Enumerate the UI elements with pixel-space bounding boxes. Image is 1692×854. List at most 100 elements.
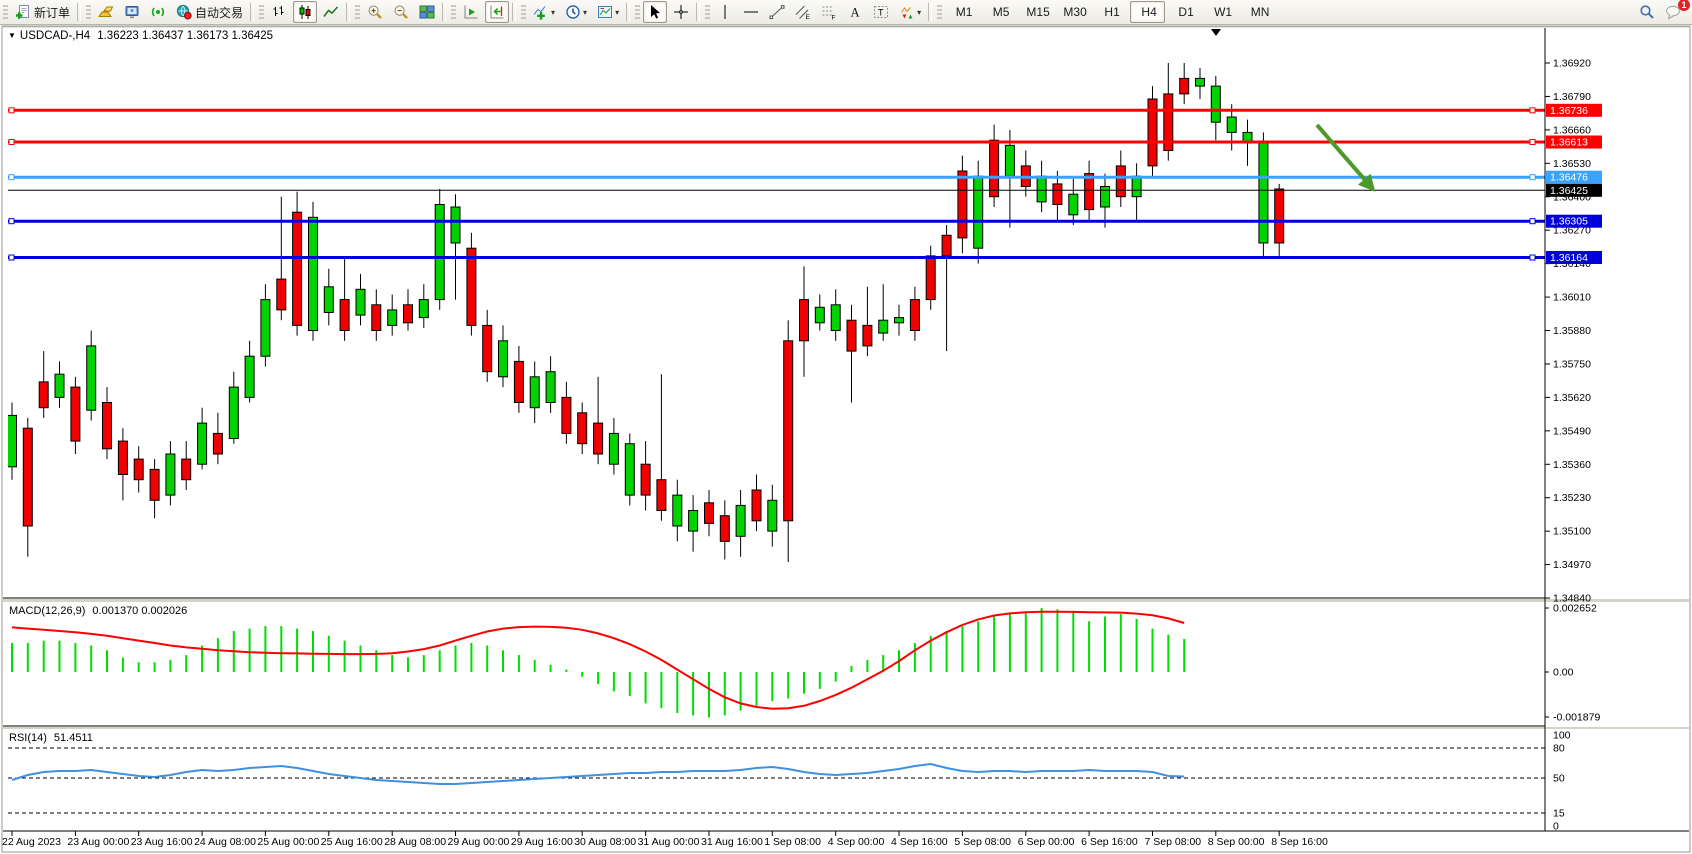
support-line-1-handle[interactable]: [8, 218, 15, 225]
support-line-2-price-badge-text: 1.36164: [1550, 252, 1588, 264]
equidistant-channel-button[interactable]: E: [791, 1, 815, 23]
timeframe-m1[interactable]: M1: [945, 1, 980, 23]
macd-indicator-label: MACD(12,26,9) 0.001370 0.002026: [9, 605, 187, 617]
level-line-light-blue-handle[interactable]: [1529, 174, 1536, 181]
timeframe-m5-label: M5: [992, 5, 1010, 19]
candlestick-chart-button[interactable]: [293, 1, 318, 23]
chart-title: ▼ USDCAD-,H4 1.36223 1.36437 1.36173 1.364…: [8, 30, 273, 42]
charts-button[interactable]: [94, 1, 118, 23]
text-button[interactable]: A: [843, 1, 867, 23]
new-order-button[interactable]: 新订单: [11, 1, 74, 23]
resistance-line-1-handle[interactable]: [1529, 107, 1536, 114]
support-line-2-handle[interactable]: [1529, 254, 1536, 261]
chart-shift-button[interactable]: [485, 1, 510, 23]
bar-chart-button[interactable]: [267, 1, 291, 23]
level-line-light-blue-price-badge-text: 1.36476: [1550, 172, 1588, 184]
candle-body: [545, 371, 556, 404]
templates-button[interactable]: ▾: [593, 1, 623, 23]
notifications-button[interactable]: [1661, 1, 1685, 23]
date-tick-label: 7 Sep 08:00: [1145, 836, 1202, 848]
search-button[interactable]: [1635, 1, 1659, 23]
trendline-button[interactable]: [765, 1, 789, 23]
vertical-line-button[interactable]: [713, 1, 737, 23]
resistance-line-1-handle[interactable]: [8, 107, 15, 114]
arrows-button[interactable]: ▾: [895, 1, 925, 23]
toolbar-drag-handle: [86, 5, 92, 19]
price-tick-label: 1.34840: [1553, 593, 1591, 605]
candle-body: [624, 443, 635, 496]
candle-body: [1195, 77, 1205, 87]
price-tick-label: 1.35490: [1553, 425, 1591, 437]
timeframe-m15[interactable]: M15: [1019, 1, 1054, 23]
candle-body: [1004, 144, 1015, 177]
toolbar-separator: [626, 3, 631, 21]
timeframe-d1[interactable]: D1: [1167, 1, 1202, 23]
auto-scroll-button[interactable]: [459, 1, 483, 23]
candle-body: [989, 139, 1000, 198]
timeframe-w1[interactable]: W1: [1204, 1, 1239, 23]
crosshair-button[interactable]: [669, 1, 693, 23]
data-window-button[interactable]: [120, 1, 144, 23]
resistance-line-2-price-badge-text: 1.36613: [1550, 137, 1588, 149]
cursor-button[interactable]: [643, 1, 668, 23]
trend-arrow-object[interactable]: [1315, 123, 1376, 192]
vertical-line-icon: [717, 4, 733, 20]
templates-button-dropdown-icon[interactable]: ▾: [615, 7, 620, 17]
candle-body: [450, 206, 461, 244]
data-window-icon: [124, 4, 140, 20]
timeframe-h1[interactable]: H1: [1093, 1, 1128, 23]
candle-body: [561, 396, 572, 434]
candle-body: [466, 247, 477, 326]
timeframe-m5[interactable]: M5: [982, 1, 1017, 23]
resistance-line-2-handle[interactable]: [1529, 139, 1536, 145]
candle-body: [434, 204, 445, 301]
rsi-line: [11, 762, 1185, 785]
candle-body: [133, 458, 144, 481]
toolbar-separator: [696, 3, 701, 21]
rsi-layer: [8, 747, 1545, 814]
date-tick-label: 4 Sep 16:00: [891, 836, 948, 848]
support-line-1-handle[interactable]: [1529, 218, 1536, 225]
toolbar-separator: [928, 3, 933, 21]
timeframe-h1-label: H1: [1104, 5, 1120, 19]
panel-splitter-macd[interactable]: [3, 599, 1689, 602]
date-tick-label: 22 Aug 2023: [2, 836, 61, 848]
support-line-2-handle[interactable]: [8, 254, 15, 261]
line-chart-button[interactable]: [319, 1, 343, 23]
timeframe-mn[interactable]: MN: [1241, 1, 1276, 23]
candle-body: [577, 412, 588, 445]
level-line-light-blue-price-badge: [1546, 170, 1602, 184]
cursor-icon: [647, 4, 663, 20]
timeframe-w1-label: W1: [1214, 5, 1233, 19]
timeframe-h4[interactable]: H4: [1130, 1, 1166, 23]
indicators-button[interactable]: ▾: [529, 1, 559, 23]
date-tick-label: 31 Aug 16:00: [701, 836, 763, 848]
fibonacci-button[interactable]: F: [817, 1, 841, 23]
periods-button[interactable]: ▾: [561, 1, 591, 23]
zoom-out-button[interactable]: [389, 1, 413, 23]
chart-window: 1.36920 1.36790 1.36660 1.36530 1.36400 1.362…: [0, 25, 1692, 854]
rsi-indicator-label: RSI(14) 51.4511: [9, 732, 93, 744]
charts-icon: [98, 4, 114, 20]
panel-splitter-rsi[interactable]: [3, 727, 1689, 729]
rsi-name: RSI(14): [9, 732, 47, 744]
notification-badge: 1: [1678, 0, 1690, 11]
chart-shift-marker[interactable]: [1211, 29, 1221, 36]
arrows-button-dropdown-icon[interactable]: ▾: [917, 7, 922, 17]
chart-ohlc-values: 1.36223 1.36437 1.36173 1.36425: [97, 30, 274, 42]
toolbar-drag-handle: [937, 5, 943, 19]
signals-button[interactable]: [146, 1, 170, 23]
autotrade-button[interactable]: 自动交易: [172, 1, 247, 23]
horizontal-line-button[interactable]: [739, 1, 763, 23]
resistance-line-2-handle[interactable]: [8, 139, 15, 145]
zoom-in-button[interactable]: [363, 1, 387, 23]
indicators-button-dropdown-icon[interactable]: ▾: [551, 7, 556, 17]
tile-windows-button[interactable]: [415, 1, 439, 23]
symbol-dropdown-icon[interactable]: ▼: [8, 31, 16, 40]
level-line-light-blue-handle[interactable]: [8, 174, 15, 181]
text-label-button[interactable]: T: [869, 1, 893, 23]
toolbar-drag-handle: [635, 5, 641, 19]
timeframe-m30[interactable]: M30: [1056, 1, 1091, 23]
periods-button-dropdown-icon[interactable]: ▾: [583, 7, 588, 17]
date-tick-label: 8 Sep 16:00: [1271, 836, 1328, 848]
